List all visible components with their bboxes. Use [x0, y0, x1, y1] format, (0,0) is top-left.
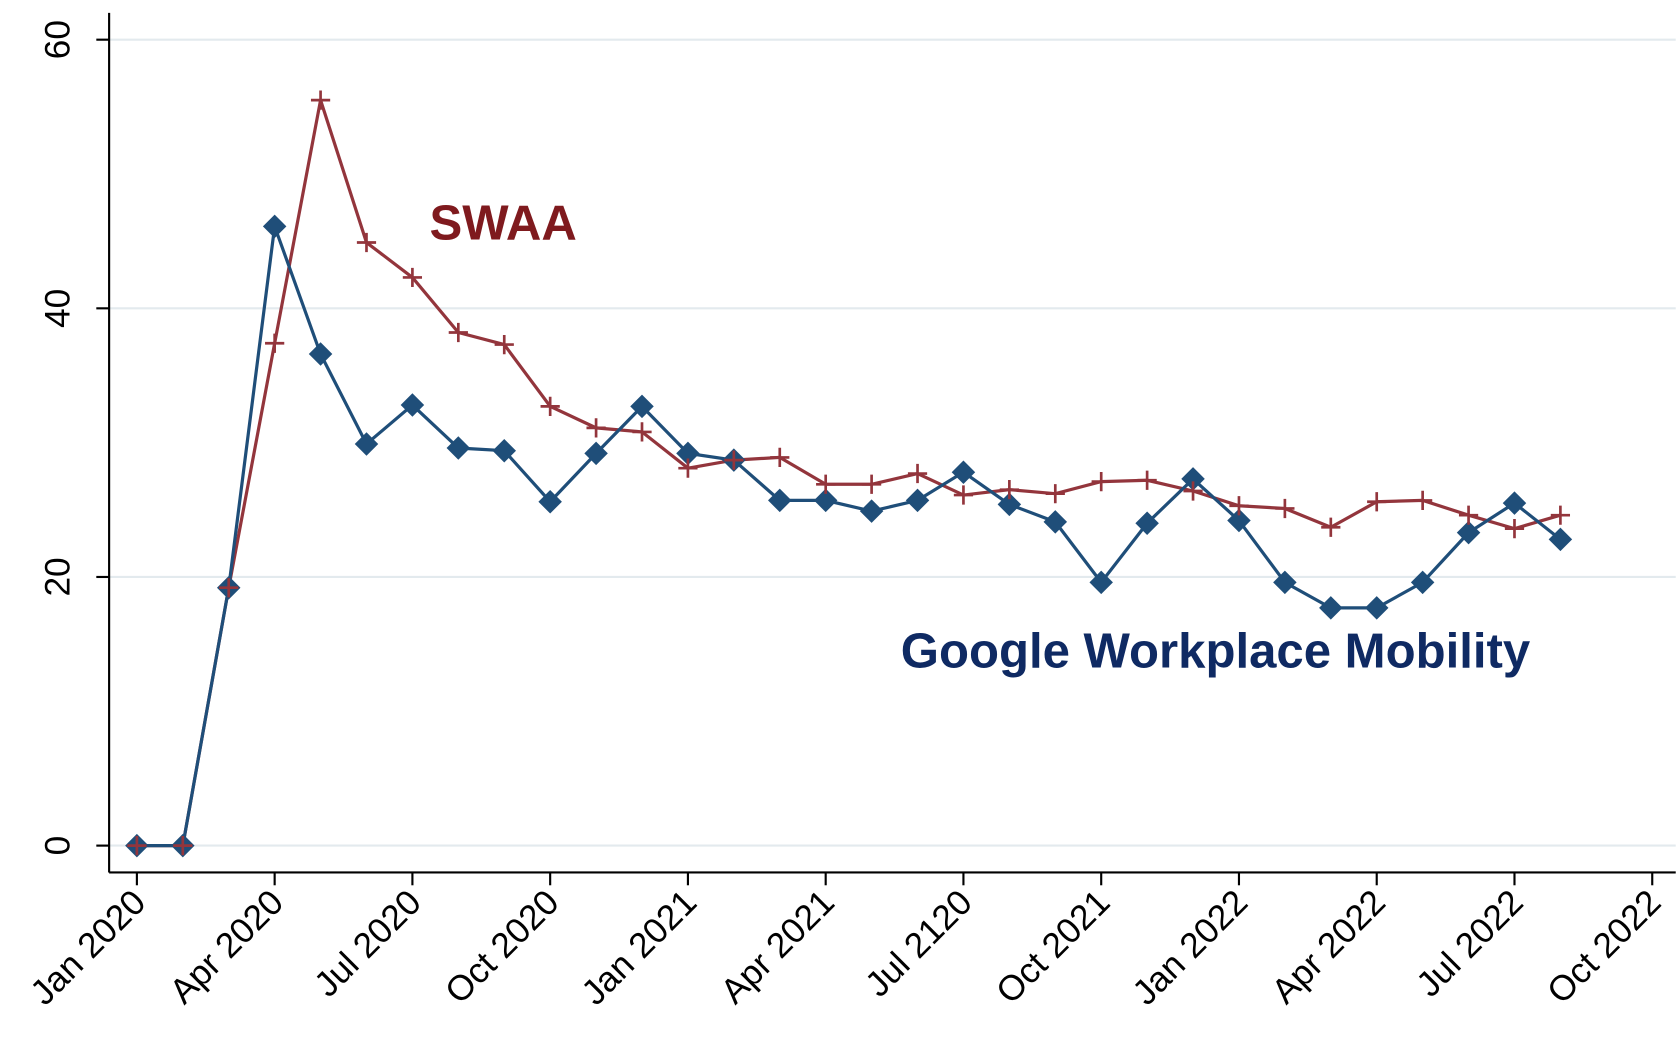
marker: [1367, 492, 1387, 512]
marker: [1227, 508, 1251, 533]
marker: [678, 458, 698, 478]
marker: [816, 474, 836, 494]
marker: [1273, 570, 1297, 595]
y-tick-label: 60: [39, 20, 78, 59]
marker: [1229, 496, 1249, 516]
marker: [1091, 471, 1111, 492]
marker: [494, 334, 514, 355]
annotation: SWAA: [430, 196, 577, 250]
marker: [1321, 517, 1341, 537]
marker: [127, 836, 147, 856]
marker: [861, 474, 882, 494]
marker: [310, 90, 331, 110]
marker: [1364, 596, 1389, 620]
marker: [768, 488, 792, 513]
y-tick-label: 40: [39, 289, 78, 328]
marker: [632, 422, 652, 442]
marker: [356, 232, 377, 253]
y-tick-label: 0: [39, 836, 78, 856]
marker: [265, 333, 285, 353]
marker: [813, 488, 838, 513]
marker: [448, 322, 468, 343]
marker: [538, 489, 562, 514]
marker: [630, 394, 654, 419]
marker: [907, 463, 928, 484]
marker: [953, 485, 974, 505]
marker: [1413, 490, 1433, 511]
marker: [905, 488, 930, 513]
marker: [492, 438, 516, 463]
marker: [859, 499, 884, 523]
marker: [586, 418, 606, 438]
marker: [1504, 519, 1525, 539]
marker: [1089, 570, 1113, 595]
marker: [1410, 570, 1435, 595]
marker: [402, 267, 423, 288]
marker: [1045, 484, 1065, 504]
y-tick-label: 20: [39, 557, 78, 596]
marker: [1137, 470, 1157, 490]
marker: [540, 396, 560, 416]
marker: [219, 578, 239, 598]
marker: [770, 447, 790, 468]
marker: [724, 450, 744, 470]
marker: [1275, 498, 1295, 519]
marker: [999, 480, 1019, 500]
marker: [997, 492, 1022, 517]
series-line: [136, 225, 1562, 848]
marker: [1456, 520, 1481, 545]
marker: [1458, 505, 1479, 525]
marker: [173, 836, 193, 856]
marker: [262, 214, 287, 239]
marker: [1135, 511, 1159, 535]
marker: [1548, 527, 1573, 552]
marker: [308, 342, 333, 366]
annotation: Google Workplace Mobility: [901, 625, 1531, 679]
marker: [951, 460, 976, 484]
marker: [1502, 491, 1527, 515]
marker: [1183, 481, 1203, 501]
marker: [1550, 505, 1571, 525]
series-line: [136, 99, 1561, 848]
